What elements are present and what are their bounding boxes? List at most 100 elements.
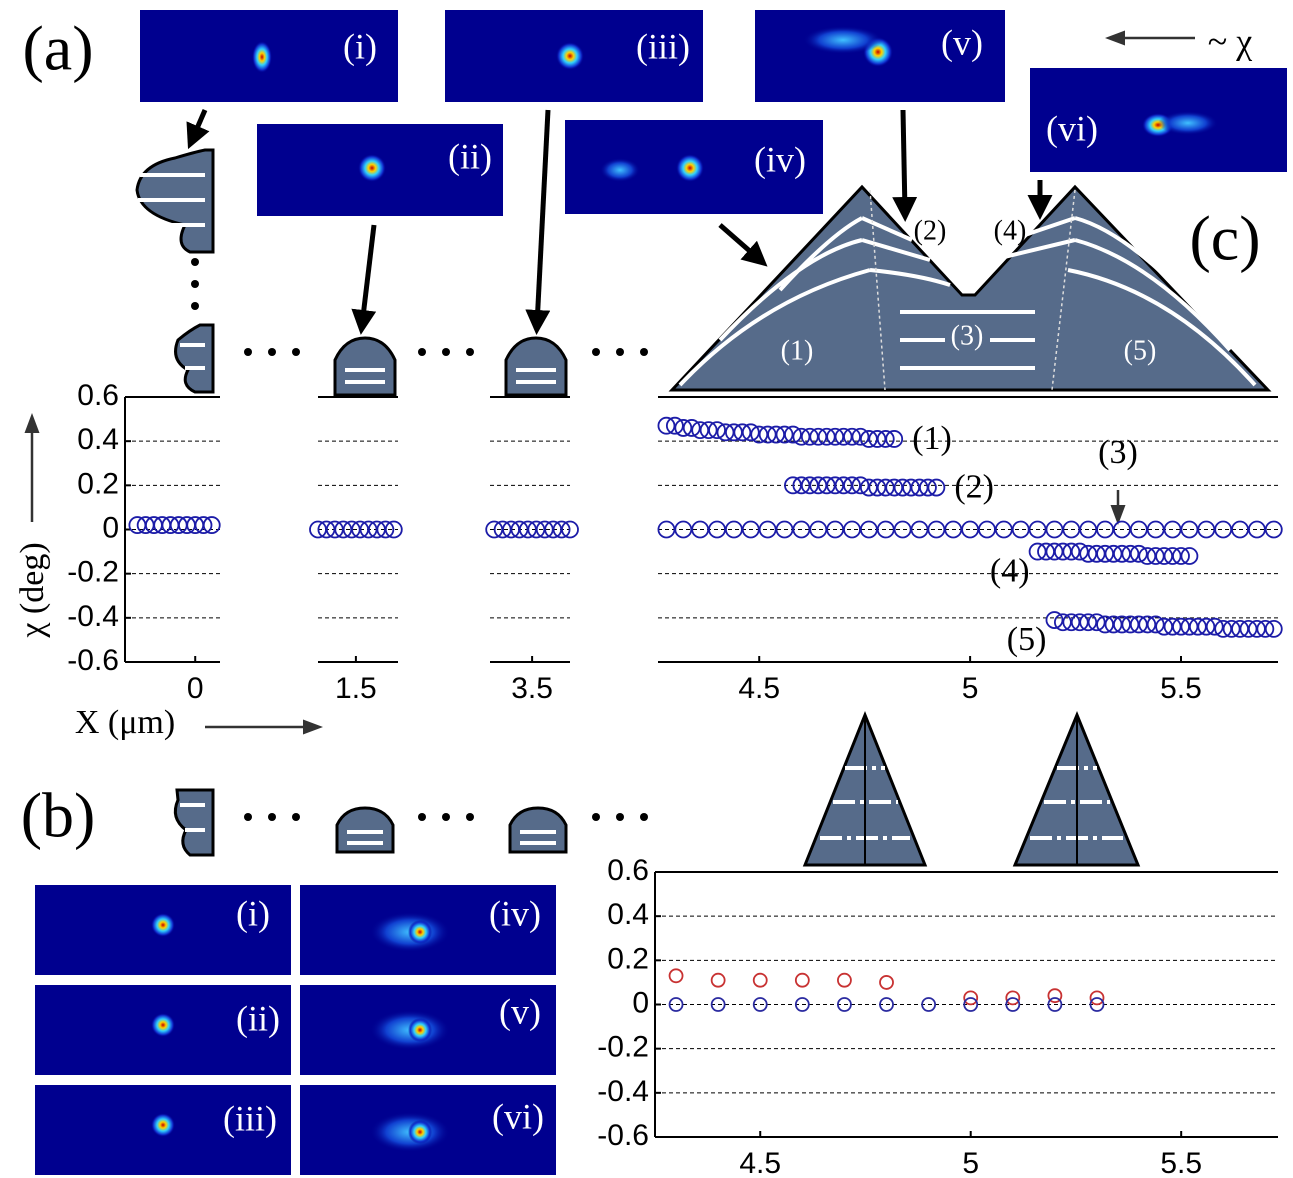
spot [803,26,883,54]
x-tick-label: 0 [187,672,204,705]
series-label: (1) [912,420,952,457]
y-tick-label: 0.4 [77,423,119,456]
point [682,419,701,437]
image-label: (iv) [489,893,541,933]
profile [173,788,215,857]
point [963,997,979,1012]
y-tick-label: -0.6 [67,644,119,677]
x-tick-label: 5 [962,672,979,705]
image-label: (v) [941,22,983,62]
point [1079,613,1098,632]
x-tick-label: 5.5 [1160,1147,1202,1178]
spot [408,920,432,944]
image-label: (iv) [754,139,806,179]
schematics [24,30,1272,867]
point [1197,617,1216,636]
point [1062,542,1081,561]
dots [191,258,648,821]
image-label: (iii) [636,26,690,66]
profile-lines [138,173,205,227]
spot [600,158,640,182]
point [963,990,979,1006]
point [1089,990,1105,1006]
y-tick-label: -0.2 [67,556,119,589]
point [1045,611,1064,629]
diagram-label: (3) [951,320,984,351]
point [708,421,726,440]
x-tick-label: 5.5 [1160,672,1202,705]
point [794,997,810,1012]
diagram-label: (2) [914,215,947,246]
spot [408,1018,432,1042]
image-label: (iii) [223,1098,277,1138]
spot [151,913,175,937]
arch-lines [345,368,385,384]
arch [504,336,568,397]
point [384,520,403,539]
point [851,476,870,495]
point [202,516,221,534]
stripes [900,310,1035,370]
point [1005,997,1021,1012]
point [1089,997,1105,1012]
image-label: (vi) [1046,108,1098,148]
point [699,421,718,440]
point [927,478,946,497]
image-label: (ii) [236,998,280,1038]
axis-line [864,715,1078,865]
x-tick-label: 4.5 [738,672,780,705]
x-tick-label: 4.5 [739,1147,781,1178]
y-tick-label: 0.2 [607,942,649,975]
profile-lines [180,803,205,832]
y-tick-label: 0.6 [607,854,649,887]
y-tick-label: -0.2 [597,1031,649,1064]
arrow [351,224,377,335]
diagram-label: (1) [781,335,814,366]
point [919,478,937,497]
point [1256,619,1275,638]
point [784,425,802,444]
y-tick-label: -0.4 [67,600,119,633]
point [921,997,937,1012]
diagram-label: (5) [1124,335,1157,366]
point [879,975,894,990]
x-tick-label: 5 [962,1147,979,1178]
y-tick-label: -0.6 [597,1119,649,1152]
point [1005,990,1021,1006]
y-tick-label: 0.6 [77,379,119,412]
spot [151,1113,175,1137]
point [710,972,726,988]
point [741,423,760,442]
panel-label: (a) [22,13,93,84]
point [752,972,768,988]
arch-lines [516,368,556,384]
point [1264,619,1283,638]
point [710,997,726,1012]
point [552,520,571,539]
x-axis-label: X (μm) [75,704,175,741]
point [752,997,768,1012]
series-label: (5) [1007,621,1047,658]
diagram-label: (4) [994,215,1027,246]
panel-label: (b) [21,780,96,851]
point [1129,544,1148,563]
arrow [892,109,918,222]
point [1087,613,1106,632]
point [657,416,676,435]
point [194,516,213,534]
point [1121,544,1140,563]
point [794,972,810,988]
point [668,997,684,1012]
profile [174,323,215,394]
point [775,425,794,444]
series-label: (3) [1098,434,1138,471]
y-tick-label: 0.4 [607,898,649,931]
x-tick-label: 3.5 [511,672,553,705]
spot [1158,111,1218,135]
arrow [718,223,768,267]
point [733,423,752,442]
point [843,476,861,495]
point [1205,617,1224,636]
point [851,427,870,446]
point [885,430,904,448]
